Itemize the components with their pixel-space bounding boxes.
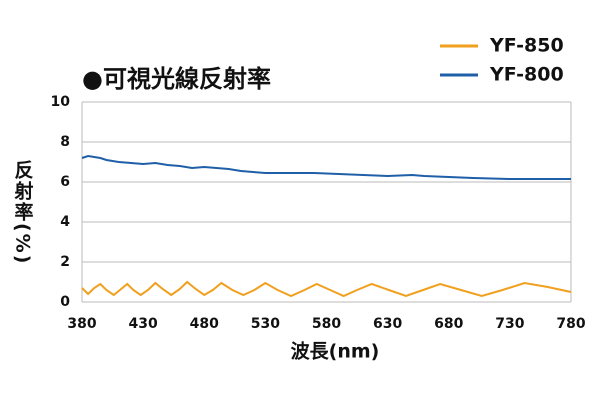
y-tick-label: 6 — [60, 174, 70, 190]
x-tick-label: 430 — [129, 316, 158, 332]
x-tick-label: 530 — [251, 316, 280, 332]
y-tick-label: 10 — [51, 94, 71, 110]
x-tick-label: 630 — [373, 316, 402, 332]
x-tick-label: 480 — [190, 316, 219, 332]
data-line — [81, 280, 572, 298]
x-tick-label: 730 — [495, 316, 524, 332]
y-tick-label: 8 — [60, 134, 70, 150]
y-tick-label: 4 — [60, 214, 70, 230]
legend-label: YF-850 — [489, 35, 564, 57]
data-line — [81, 154, 571, 180]
x-tick-label: 580 — [312, 316, 341, 332]
y-axis-label: 反射率(%) — [12, 160, 35, 266]
x-tick-label: 380 — [67, 316, 96, 332]
legend-label: YF-800 — [489, 64, 564, 86]
y-tick-label: 0 — [60, 294, 70, 310]
chart-title: ●可視光線反射率 — [82, 65, 271, 93]
x-axis-label: 波長(nm) — [291, 340, 380, 363]
y-tick-label: 2 — [60, 254, 70, 270]
x-tick-label: 780 — [556, 316, 585, 332]
x-tick-label: 680 — [434, 316, 463, 332]
